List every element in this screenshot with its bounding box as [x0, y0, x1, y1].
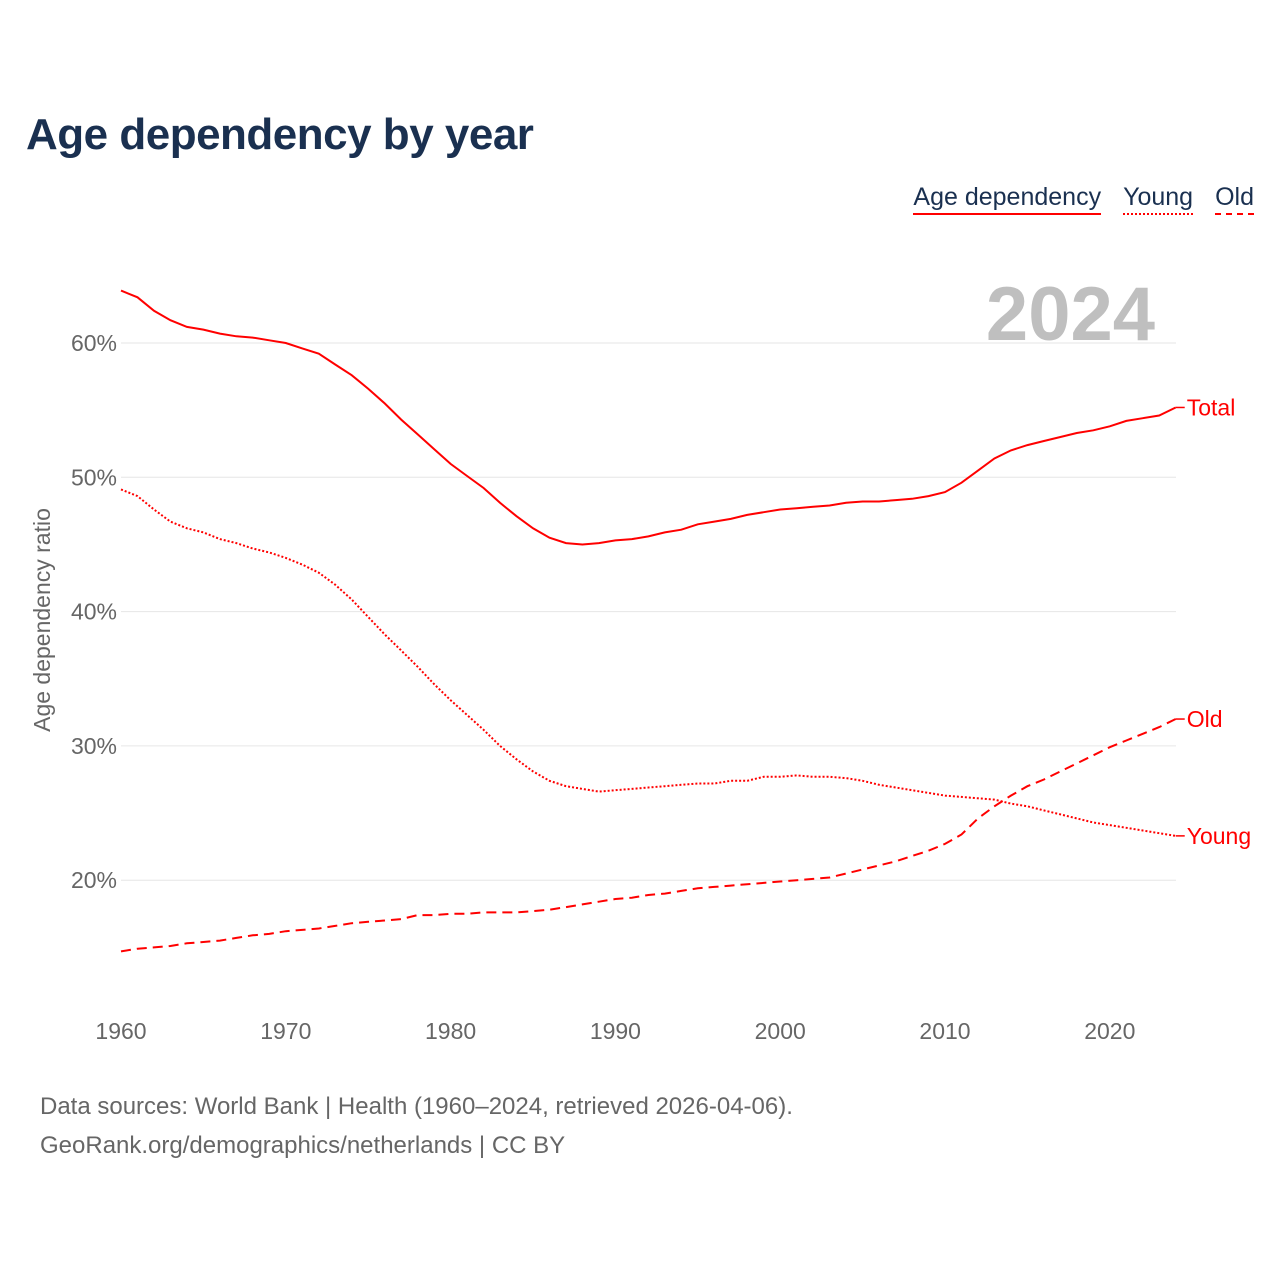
chart-title: Age dependency by year: [26, 110, 534, 159]
legend-item-young[interactable]: Young: [1123, 183, 1194, 215]
x-tick-label: 2010: [919, 1018, 970, 1044]
y-tick-label: 30%: [71, 733, 117, 759]
source-line-1: Data sources: World Bank | Health (1960–…: [40, 1093, 793, 1120]
x-tick-label: 1970: [260, 1018, 311, 1044]
source-line-2[interactable]: GeoRank.org/demographics/netherlands | C…: [40, 1132, 566, 1159]
x-tick-label: 1960: [95, 1018, 146, 1044]
y-tick-label: 60%: [71, 330, 117, 356]
x-tick-label: 2020: [1084, 1018, 1135, 1044]
legend-item-old[interactable]: Old: [1215, 183, 1254, 215]
legend: Age dependency Young Old: [913, 183, 1254, 215]
source-note: Data sources: World Bank | Health (1960–…: [40, 1087, 793, 1165]
y-tick-label: 50%: [71, 464, 117, 490]
series-line-young: [120, 488, 1176, 837]
series-line-old: [120, 718, 1177, 953]
series-line-total: [120, 289, 1177, 546]
year-watermark: 2024: [986, 272, 1155, 357]
y-axis-label: Age dependency ratio: [29, 508, 55, 732]
x-tick-label: 1980: [425, 1018, 476, 1044]
end-label-total: Total: [1187, 394, 1236, 420]
legend-item-age-dependency[interactable]: Age dependency: [913, 183, 1102, 215]
end-label-old: Old: [1187, 706, 1223, 732]
y-tick-label: 20%: [71, 867, 117, 893]
y-tick-label: 40%: [71, 599, 117, 625]
end-label-young: Young: [1187, 823, 1251, 849]
x-tick-label: 1990: [590, 1018, 641, 1044]
x-tick-label: 2000: [755, 1018, 806, 1044]
